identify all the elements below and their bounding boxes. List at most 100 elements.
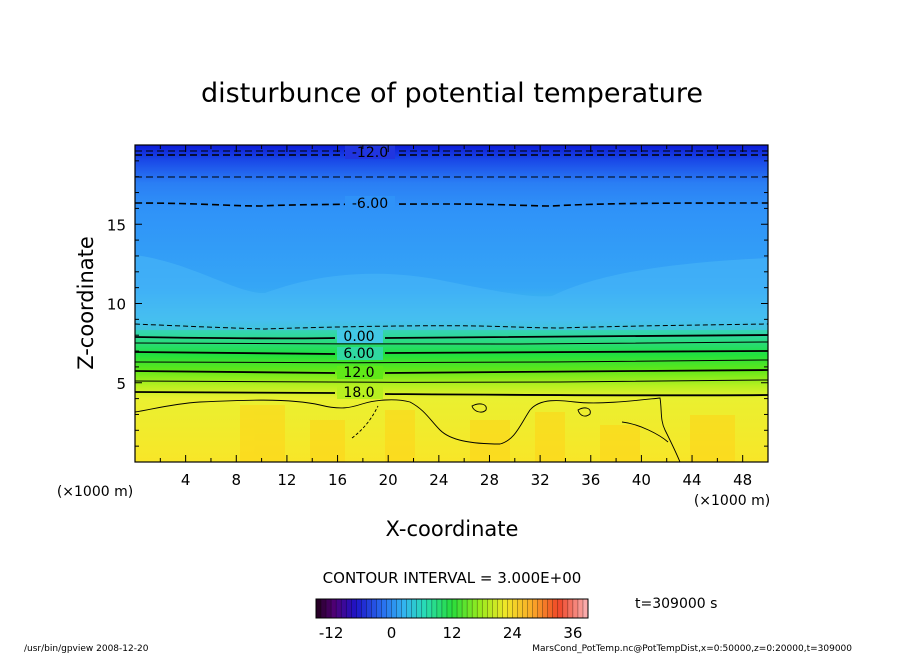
colorbar-swatch: [542, 599, 549, 618]
colorbar-swatch: [532, 599, 538, 618]
y-tick-label: 15: [107, 216, 126, 234]
contour-3: [135, 341, 768, 345]
x-tick-label: 24: [429, 471, 448, 489]
colorbar-swatch: [462, 599, 468, 618]
contour-21: [135, 397, 681, 462]
colorbar-swatch: [356, 599, 362, 618]
colorbar-swatch: [371, 599, 377, 618]
contour-21-arm-2: [621, 421, 669, 443]
colorbar-swatch: [406, 599, 413, 618]
colorbar-swatch: [487, 599, 493, 618]
x-unit-right: (×1000 m): [694, 493, 770, 509]
contour-m6: [135, 202, 768, 207]
colorbar-swatch: [321, 599, 327, 618]
colorbar-swatch: [502, 599, 508, 618]
time-label: t=309000 s: [635, 596, 717, 612]
contour-labels: -12.0 -6.00 0.00 6.00 12.0 18.0: [337, 145, 395, 401]
colorbar-swatch: [472, 599, 478, 618]
colorbar-swatch: [341, 599, 347, 618]
y-tick-label: 10: [107, 296, 126, 314]
x-tick-label: 36: [581, 471, 600, 489]
x-tick-label: 12: [277, 471, 296, 489]
colorbar-swatch: [467, 599, 473, 618]
colorbar-swatch: [411, 599, 418, 618]
colorbar-swatch: [381, 599, 387, 618]
x-unit-left: (×1000 m): [57, 484, 133, 500]
plot-area: [135, 145, 768, 462]
contour-12: [135, 369, 768, 374]
y-tick-label: 5: [116, 375, 126, 393]
contour-label-6: 6.00: [343, 346, 374, 362]
colorbar-swatch: [477, 599, 483, 618]
colorbar-swatch: [522, 599, 528, 618]
colorbar-swatch: [482, 599, 488, 618]
colorbar-tick-label: 36: [563, 624, 582, 642]
colorbar-swatch: [386, 599, 392, 618]
colorbar-swatch: [457, 599, 463, 618]
contour-9: [135, 359, 768, 364]
colorbar-swatch: [421, 599, 428, 618]
contour-m3: [135, 323, 768, 330]
colorbar-swatch: [316, 599, 322, 618]
colorbar-swatch: [492, 599, 498, 618]
x-tick-label: 40: [632, 471, 651, 489]
contour-label-m6: -6.00: [352, 196, 388, 212]
contour-21-islet: [471, 403, 487, 413]
colorbar-swatch: [552, 599, 559, 618]
colorbar-tick-label: -12: [319, 624, 344, 642]
contour-label-12: 12.0: [343, 365, 374, 381]
colorbar-swatch: [441, 599, 448, 618]
colorbar-swatch: [361, 599, 367, 618]
colorbar-swatch: [446, 599, 453, 618]
colorbar-swatch: [391, 599, 397, 618]
colorbar-swatch: [436, 599, 443, 618]
contour-18: [135, 391, 768, 397]
colorbar-tick-label: 24: [503, 624, 522, 642]
y-axis-label: Z-coordinate: [74, 236, 98, 370]
colorbar-swatch: [557, 599, 564, 618]
colorbar-swatch: [431, 599, 438, 618]
contour-21-arm: [351, 405, 379, 439]
chart-title: disturbunce of potential temperature: [201, 78, 703, 109]
footer-right: MarsCond_PotTemp.nc@PotTempDist,x=0:5000…: [532, 644, 852, 654]
colorbar-swatch: [547, 599, 554, 618]
colorbar-swatch: [497, 599, 503, 618]
colorbar-swatch: [346, 599, 352, 618]
contour-21-islet-2: [577, 407, 591, 417]
colorbar-swatch: [376, 599, 382, 618]
contour-label-m12: -12.0: [352, 145, 388, 161]
contour-label-18: 18.0: [343, 385, 374, 401]
contours: [135, 150, 768, 462]
contour-0: [135, 334, 768, 340]
footer-left: /usr/bin/gpview 2008-12-20: [24, 644, 149, 654]
x-tick-label: 28: [480, 471, 499, 489]
colorbar-swatch: [567, 599, 574, 618]
colorbar-swatch: [527, 599, 533, 618]
colorbar-swatch: [512, 599, 518, 618]
colorbar-swatch: [572, 599, 579, 618]
colorbar-swatch: [507, 599, 513, 618]
field-band-upper: [135, 255, 768, 330]
colorbar-swatch: [401, 599, 407, 618]
x-tick-label: 48: [733, 471, 752, 489]
colorbar-swatch: [416, 599, 423, 618]
colorbar-swatch: [517, 599, 523, 618]
x-tick-label: 20: [379, 471, 398, 489]
contour-15: [135, 379, 768, 383]
colorbar-tick-label: 0: [387, 624, 397, 642]
x-axis-ticks: 4 8 12 16 20 24 28 32 36 40 44 48: [159, 145, 752, 489]
x-tick-label: 32: [531, 471, 550, 489]
colorbar-swatch: [577, 599, 584, 618]
warm-patches: [240, 405, 735, 462]
x-tick-label: 4: [181, 471, 191, 489]
x-tick-label: 16: [328, 471, 347, 489]
colorbar-swatch: [562, 599, 569, 618]
contour-interval: CONTOUR INTERVAL = 3.000E+00: [323, 569, 582, 587]
colorbar-tick-label: 12: [442, 624, 461, 642]
contour-6: [135, 350, 768, 355]
contour-label-0: 0.00: [343, 329, 374, 345]
colorbar-swatch: [582, 599, 589, 618]
x-axis-label: X-coordinate: [386, 517, 519, 541]
colorbar-swatch: [396, 599, 402, 618]
